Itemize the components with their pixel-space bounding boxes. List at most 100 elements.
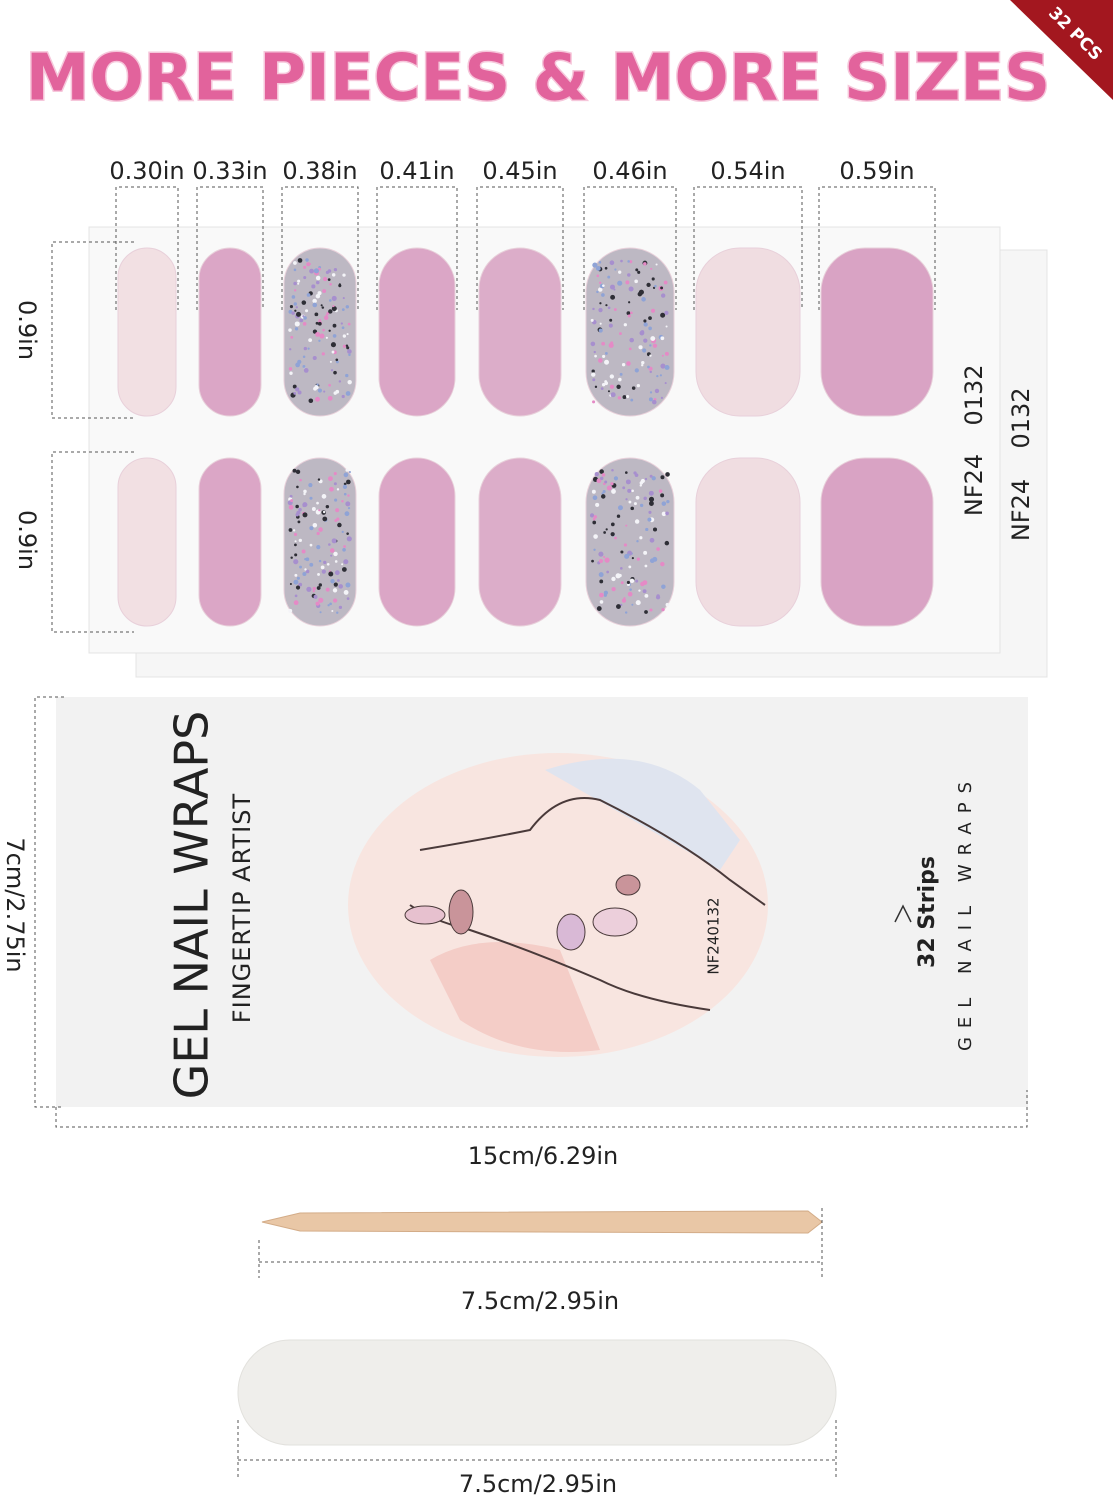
glitter <box>610 341 614 345</box>
glitter <box>650 336 656 342</box>
package-code: NF240132 <box>705 897 723 974</box>
glitter <box>292 468 297 473</box>
glitter <box>646 282 651 288</box>
glitter <box>592 400 596 404</box>
glitter <box>343 482 347 486</box>
glitter <box>655 263 658 266</box>
glitter <box>343 590 349 595</box>
glitter <box>327 395 333 401</box>
glitter <box>619 332 622 335</box>
glitter <box>330 554 333 557</box>
glitter <box>325 504 330 509</box>
title: MORE PIECES & MORE SIZES <box>26 42 1050 116</box>
glitter <box>640 478 645 484</box>
glitter <box>654 284 657 288</box>
painted-nail <box>448 889 474 935</box>
glitter <box>296 510 301 515</box>
glitter <box>347 507 351 510</box>
glitter <box>625 524 628 527</box>
glitter <box>321 306 325 309</box>
glitter <box>594 354 597 358</box>
glitter <box>331 306 337 312</box>
glitter <box>618 573 622 578</box>
glitter <box>599 592 604 598</box>
glitter <box>302 315 305 318</box>
glitter <box>302 572 307 577</box>
glitter <box>627 314 631 318</box>
glitter <box>342 334 347 338</box>
glitter <box>660 312 666 318</box>
glitter <box>649 370 652 374</box>
glitter <box>329 299 332 302</box>
sheet-model: NF24 <box>960 454 988 516</box>
glitter <box>334 570 340 576</box>
glitter <box>648 510 652 514</box>
glitter <box>628 500 632 504</box>
glitter <box>290 335 294 339</box>
glitter <box>603 531 606 534</box>
glitter <box>322 276 328 282</box>
glitter <box>648 490 654 496</box>
glitter <box>617 396 621 400</box>
glitter <box>647 365 650 369</box>
glitter <box>605 528 608 531</box>
glitter <box>660 493 665 498</box>
glitter <box>591 489 596 494</box>
glitter <box>336 488 340 491</box>
glitter <box>645 527 649 532</box>
glitter <box>343 559 349 565</box>
glitter <box>315 321 319 325</box>
glitter <box>333 370 337 375</box>
glitter <box>337 579 340 582</box>
glitter <box>308 482 313 488</box>
glitter <box>326 562 330 566</box>
glitter <box>336 611 339 614</box>
glitter <box>303 492 306 496</box>
glitter <box>308 338 313 343</box>
glitter <box>312 522 318 528</box>
glitter <box>315 331 321 337</box>
glitter <box>625 471 628 474</box>
glitter <box>651 277 655 281</box>
glitter <box>342 273 346 277</box>
package-count: 32 Strips <box>915 856 940 968</box>
nail-strip <box>695 457 801 627</box>
glitter <box>628 286 634 292</box>
glitter <box>325 314 328 317</box>
glitter <box>602 490 606 494</box>
glitter <box>304 568 307 571</box>
glitter <box>599 559 603 563</box>
glitter <box>334 498 338 502</box>
glitter <box>296 311 301 317</box>
glitter <box>289 305 294 309</box>
glitter <box>346 532 349 535</box>
glitter <box>317 572 320 576</box>
glitter <box>598 551 604 557</box>
glitter <box>328 383 331 387</box>
height-guides <box>51 241 134 633</box>
glitter <box>659 374 662 377</box>
glitter <box>289 494 293 498</box>
glitter <box>636 383 641 388</box>
glitter <box>319 611 322 614</box>
nail-size: 0.46in <box>592 157 667 185</box>
glitter <box>325 587 330 592</box>
nail-strip <box>378 247 456 417</box>
nail-strip <box>198 247 262 417</box>
glitter <box>621 363 626 367</box>
glitter <box>315 293 321 299</box>
package-width: 15cm/6.29in <box>468 1142 619 1170</box>
glitter <box>320 304 323 307</box>
glitter <box>614 268 617 271</box>
glitter <box>638 289 644 295</box>
glitter <box>294 594 298 598</box>
glitter <box>644 564 648 568</box>
glitter <box>288 608 293 613</box>
glitter <box>293 391 297 395</box>
glitter <box>604 352 608 355</box>
glitter <box>625 479 631 485</box>
glitter <box>638 345 643 350</box>
glitter <box>592 520 597 525</box>
glitter <box>665 472 670 477</box>
glitter <box>341 499 344 503</box>
